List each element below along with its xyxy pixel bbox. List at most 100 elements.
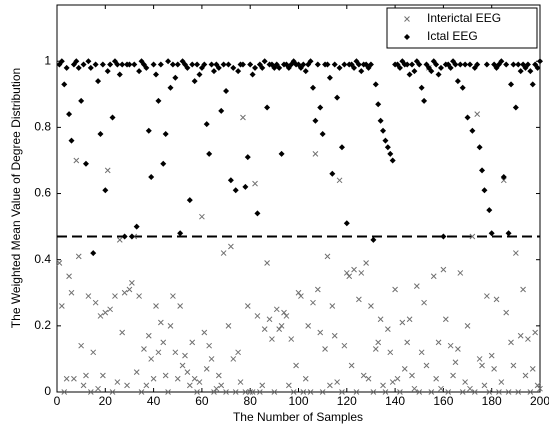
point: [85, 293, 92, 299]
point: [242, 183, 249, 190]
point: [121, 233, 128, 240]
point: [119, 329, 126, 336]
point: [138, 389, 145, 395]
y-tick-label: 0.8: [34, 120, 51, 134]
point: [136, 293, 142, 299]
point: [370, 389, 377, 395]
point: [372, 81, 379, 88]
x-tick-label: 40: [147, 394, 161, 408]
point: [377, 316, 384, 323]
point: [382, 137, 389, 144]
y-tick-label: 0.6: [34, 186, 51, 200]
point: [360, 372, 367, 379]
point: [293, 362, 299, 369]
point: [290, 389, 297, 395]
point: [401, 365, 408, 372]
point: [196, 379, 203, 385]
point: [264, 260, 270, 266]
point: [300, 389, 307, 395]
point: [199, 213, 205, 220]
point: [404, 61, 411, 68]
point: [334, 379, 340, 385]
point: [249, 389, 256, 395]
legend-label: Ictal EEG: [427, 29, 478, 43]
point: [261, 58, 268, 65]
point: [534, 64, 541, 71]
point: [442, 316, 449, 323]
point: [160, 160, 167, 167]
point: [469, 233, 476, 240]
point: [184, 64, 191, 71]
point: [247, 389, 254, 395]
point: [339, 389, 345, 395]
point: [237, 379, 244, 385]
point: [78, 342, 85, 349]
legend-box: [386, 7, 538, 49]
point: [95, 385, 101, 392]
point: [428, 389, 435, 395]
point: [363, 260, 369, 266]
point: [377, 117, 384, 124]
point: [107, 306, 113, 313]
point: [63, 375, 70, 382]
point: [302, 375, 309, 382]
point: [380, 127, 387, 134]
point: [358, 270, 365, 276]
point: [58, 303, 65, 309]
point: [317, 104, 324, 111]
point: [370, 236, 377, 243]
point: [153, 71, 160, 78]
point: [95, 78, 102, 85]
point: [334, 94, 341, 101]
point: [206, 150, 213, 157]
point: [273, 306, 280, 313]
point: [491, 365, 497, 372]
point: [505, 230, 512, 237]
point: [445, 389, 452, 395]
point: [517, 332, 524, 339]
point: [191, 78, 198, 85]
point: [298, 293, 304, 299]
point: [324, 253, 331, 260]
point: [411, 68, 418, 75]
point: [170, 293, 176, 299]
point: [107, 61, 114, 68]
point: [534, 382, 541, 389]
point: [367, 61, 374, 68]
point: [307, 389, 314, 395]
point: [525, 336, 531, 342]
point: [194, 389, 200, 395]
point: [353, 389, 360, 395]
point: [264, 104, 271, 111]
point: [63, 64, 70, 71]
point: [508, 81, 515, 88]
point: [433, 375, 440, 382]
point: [83, 372, 89, 379]
x-tick-label: 120: [337, 394, 357, 408]
point: [471, 389, 478, 395]
point: [418, 349, 425, 356]
point: [447, 342, 454, 349]
point: [186, 382, 193, 389]
point: [346, 273, 353, 280]
point: [529, 81, 536, 88]
point: [244, 303, 251, 309]
point: [462, 379, 468, 385]
x-tick-label: 0: [54, 394, 61, 408]
x-tick-label: 80: [244, 394, 258, 408]
point: [121, 289, 128, 296]
point: [61, 81, 68, 88]
point: [411, 385, 418, 392]
point: [452, 359, 459, 366]
point: [481, 187, 488, 194]
point: [211, 389, 217, 395]
point: [476, 144, 483, 151]
point: [68, 137, 75, 144]
point: [307, 58, 314, 65]
point: [252, 64, 259, 71]
point: [406, 316, 413, 323]
point: [387, 150, 394, 157]
point: [80, 382, 87, 389]
point: [503, 61, 510, 68]
point: [457, 270, 464, 276]
